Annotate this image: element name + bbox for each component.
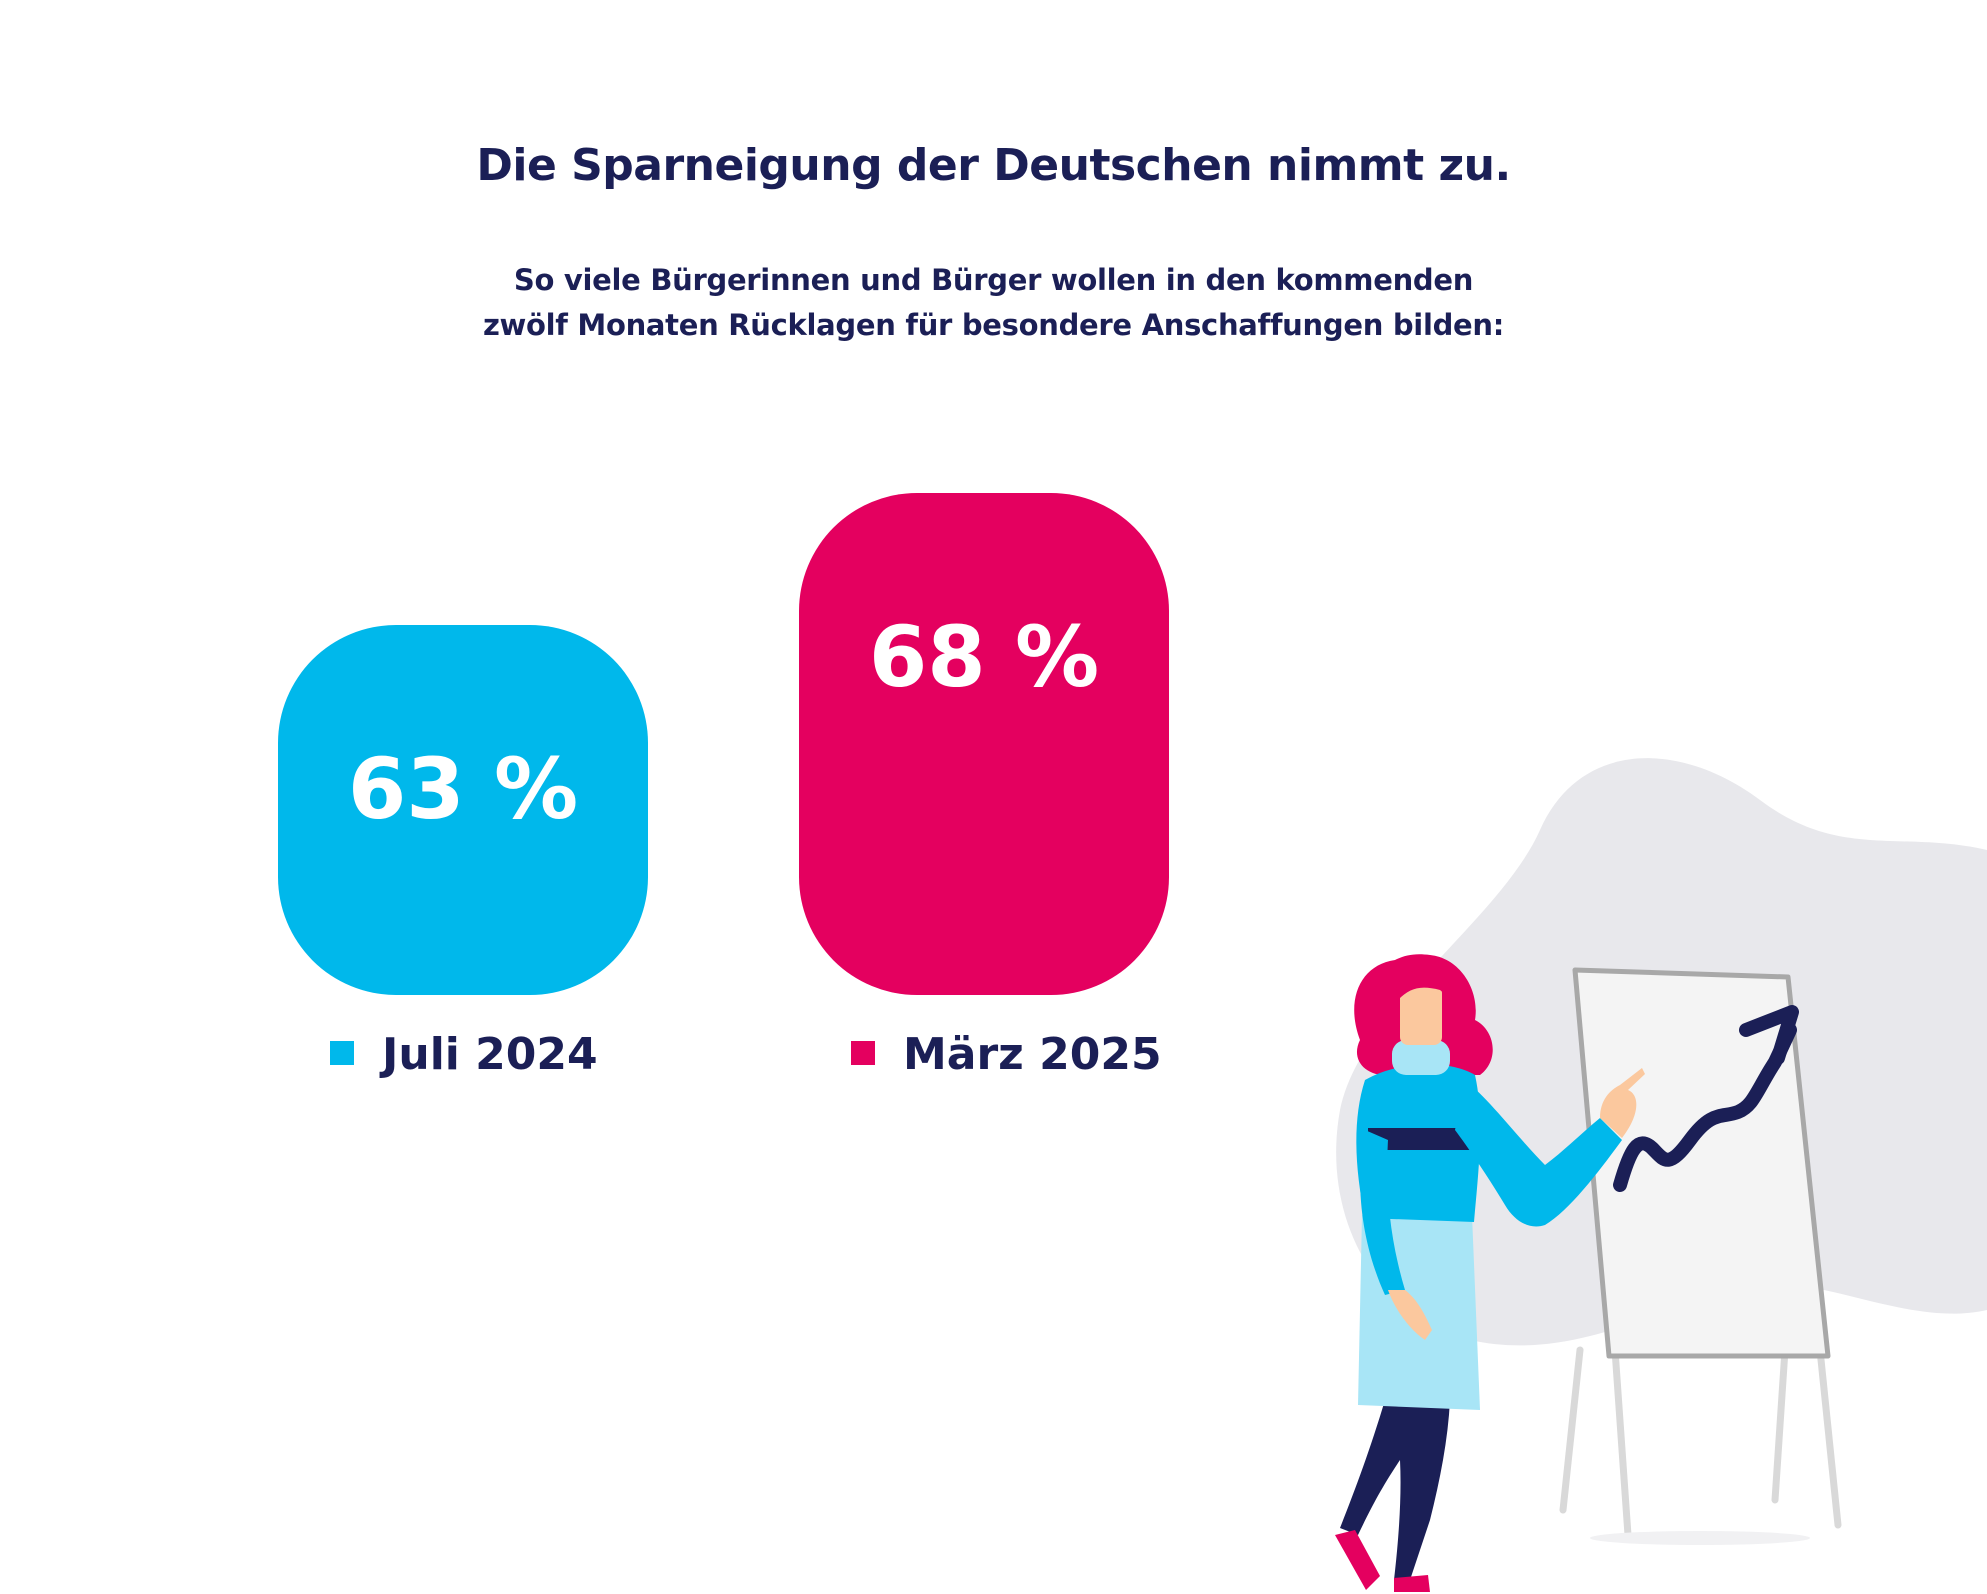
subtitle-line-2: zwölf Monaten Rücklagen für besondere An…	[482, 308, 1505, 342]
legend-swatch-2	[851, 1041, 875, 1065]
chart-subtitle: So viele Bürgerinnen und Bürger wollen i…	[0, 258, 1987, 348]
legend-swatch-1	[330, 1041, 354, 1065]
legend-label-1: Juli 2024	[379, 1029, 598, 1080]
bar-value-label-1: 63 %	[348, 740, 578, 838]
legend-label-2: März 2025	[903, 1029, 1162, 1080]
bar-value-label-2: 68 %	[869, 608, 1099, 706]
chart-title: Die Sparneigung der Deutschen nimmt zu.	[476, 140, 1511, 191]
subtitle-line-1: So viele Bürgerinnen und Bürger wollen i…	[513, 263, 1474, 297]
growth-arrow-icon	[1613, 1023, 1797, 1192]
bar-1	[278, 625, 648, 995]
bar-2	[799, 493, 1169, 995]
